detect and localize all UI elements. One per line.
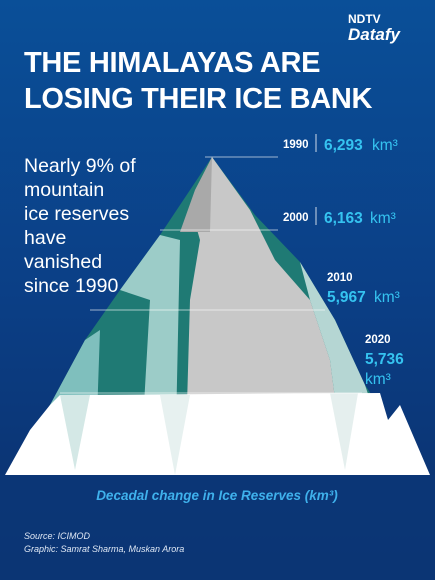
year: 2010: [327, 272, 353, 284]
source: Source: ICIMOD: [24, 531, 91, 541]
year: 1990: [283, 139, 309, 151]
level-lines: [60, 156, 362, 394]
title: THE HIMALAYAS ARE: [24, 47, 320, 79]
note-line: have: [24, 227, 66, 249]
unit: km³: [374, 289, 400, 306]
value: 6,163: [324, 210, 363, 227]
note-line: ice reserves: [24, 203, 129, 225]
mountain: [5, 157, 430, 475]
brand-top: NDTV: [348, 12, 381, 26]
brand-bottom: Datafy: [348, 25, 402, 44]
title: LOSING THEIR ICE BANK: [24, 83, 373, 115]
note-line: vanished: [24, 251, 102, 273]
note-line: mountain: [24, 179, 104, 201]
unit: km³: [370, 210, 396, 227]
unit: km³: [372, 137, 398, 154]
unit: km³: [365, 371, 391, 388]
year: 2020: [365, 334, 391, 346]
value: 5,967: [327, 289, 366, 306]
value: 6,293: [324, 137, 363, 154]
note-line: since 1990: [24, 275, 118, 297]
note-line: Nearly 9% of: [24, 155, 136, 177]
year: 2000: [283, 212, 309, 224]
credit: Graphic: Samrat Sharma, Muskan Arora: [24, 544, 184, 554]
water: [0, 475, 435, 580]
value: 5,736: [365, 351, 404, 368]
caption: Decadal change in Ice Reserves (km³): [96, 488, 338, 503]
